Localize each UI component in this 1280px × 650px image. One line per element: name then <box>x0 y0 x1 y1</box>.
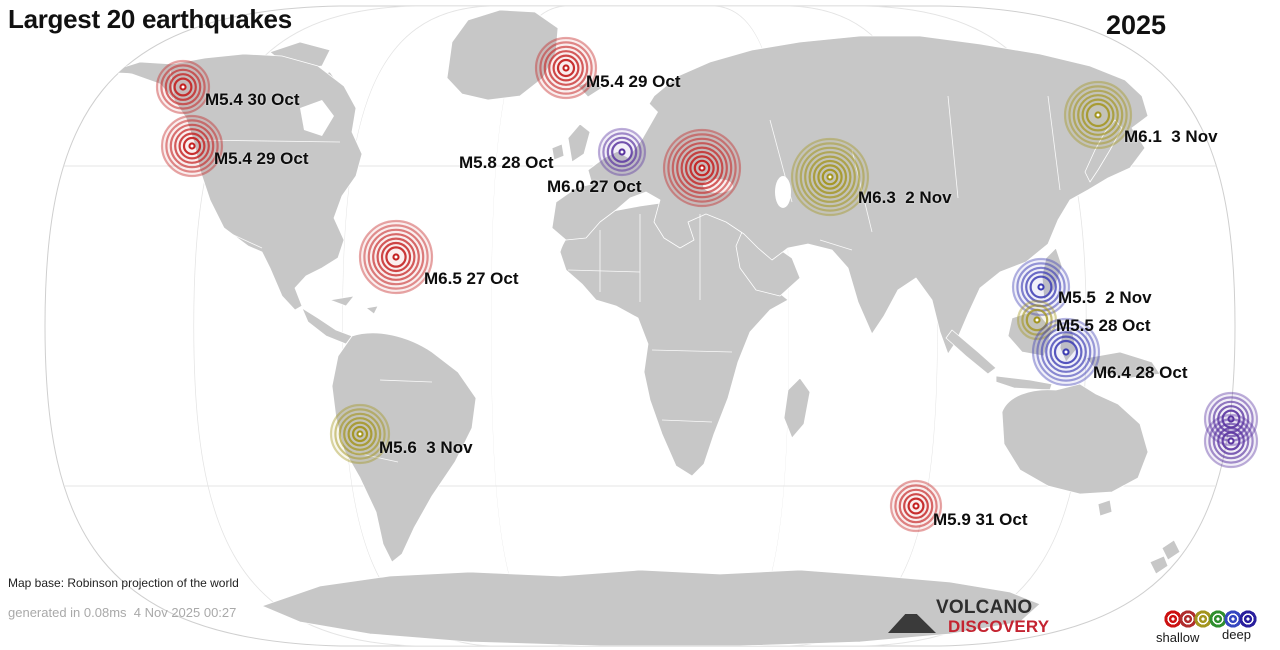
quake-marker[interactable] <box>889 479 943 533</box>
quake-marker[interactable] <box>1031 317 1101 387</box>
landmasses <box>69 9 1181 646</box>
volcano-discovery-logo[interactable]: VOLCANO DISCOVERY <box>886 597 1056 643</box>
country-borders <box>169 69 1061 463</box>
quake-marker[interactable] <box>1203 413 1259 469</box>
volcano-triangle-icon <box>888 614 936 633</box>
quake-marker[interactable] <box>790 137 870 217</box>
depth-ring-icon <box>1179 610 1197 628</box>
map-base-note: Map base: Robinson projection of the wor… <box>8 576 239 590</box>
quake-marker[interactable] <box>1016 299 1058 341</box>
quake-marker[interactable] <box>662 128 742 208</box>
depth-ring-icon <box>1239 610 1257 628</box>
logo-text-discovery: DISCOVERY <box>948 617 1050 636</box>
depth-legend-icons <box>1164 610 1257 628</box>
quake-marker[interactable] <box>160 114 224 178</box>
quake-marker[interactable] <box>155 59 211 115</box>
depth-ring-icon <box>1164 610 1182 628</box>
depth-ring-icon <box>1194 610 1212 628</box>
generated-note: generated in 0.08ms 4 Nov 2025 00:27 <box>8 605 237 620</box>
depth-ring-icon <box>1209 610 1227 628</box>
legend-shallow-label: shallow <box>1156 630 1200 645</box>
depth-ring-icon <box>1224 610 1242 628</box>
quake-marker[interactable] <box>534 36 598 100</box>
quake-marker[interactable] <box>358 219 434 295</box>
quake-marker[interactable] <box>1063 80 1133 150</box>
page-title: Largest 20 earthquakes <box>8 4 292 34</box>
logo-text-volcano: VOLCANO <box>936 597 1033 618</box>
quake-marker[interactable] <box>597 127 647 177</box>
depth-legend: shallow deep <box>1156 608 1274 648</box>
quake-marker[interactable] <box>329 403 391 465</box>
map-year: 2025 <box>1106 10 1167 40</box>
legend-deep-label: deep <box>1222 627 1251 642</box>
